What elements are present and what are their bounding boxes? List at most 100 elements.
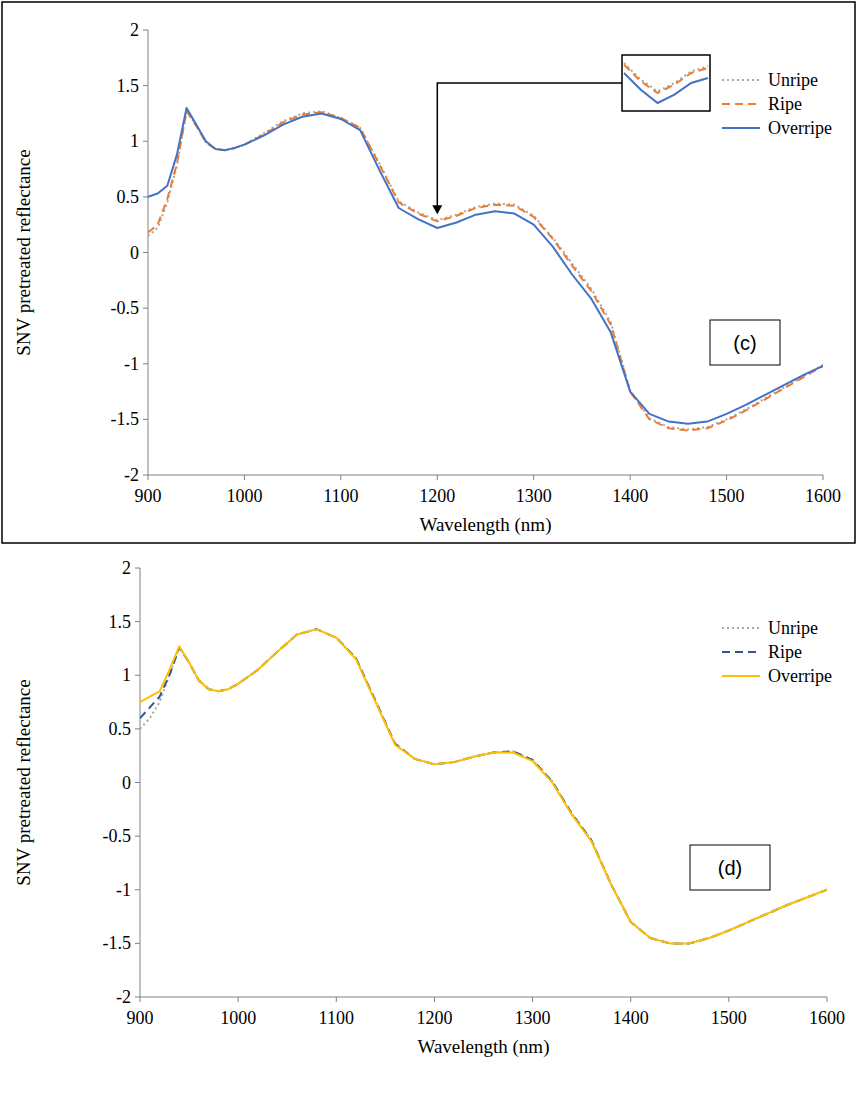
y-tick-label: 2 bbox=[122, 558, 131, 578]
x-tick bbox=[336, 997, 337, 1002]
y-tick bbox=[143, 252, 148, 253]
y-tick bbox=[143, 363, 148, 364]
legend-label: Overripe bbox=[768, 666, 832, 686]
x-tick-label: 1500 bbox=[711, 1008, 747, 1028]
x-tick-label: 1200 bbox=[419, 486, 455, 506]
x-tick-label: 900 bbox=[127, 1008, 154, 1028]
panel-border bbox=[2, 2, 855, 543]
legend-swatch bbox=[722, 103, 760, 105]
y-tick-label: 1.5 bbox=[109, 612, 132, 632]
y-tick-label: 1 bbox=[130, 131, 139, 151]
chart-panel: -2 -1.5 -1 -0.5 0 0.5 1 1.5 2 900 1000 1100 1200 1300… bbox=[13, 558, 845, 1058]
x-tick-label: 1100 bbox=[319, 1008, 354, 1028]
figure: -2 -1.5 -1 -0.5 0 0.5 1 1.5 2 900 1000 1100 1200 1300… bbox=[0, 0, 859, 1102]
y-tick bbox=[135, 621, 140, 622]
y-tick bbox=[135, 889, 140, 890]
y-tick-label: -1 bbox=[124, 354, 139, 374]
series-line bbox=[140, 629, 827, 943]
y-tick-label: 0 bbox=[130, 243, 139, 263]
x-tick-label: 1000 bbox=[226, 486, 262, 506]
x-tick bbox=[726, 475, 727, 480]
y-tick bbox=[143, 308, 148, 309]
x-axis-line bbox=[140, 997, 827, 998]
x-tick bbox=[630, 475, 631, 480]
series-line bbox=[140, 629, 827, 943]
legend-label: Unripe bbox=[768, 70, 818, 90]
x-tick bbox=[437, 475, 438, 480]
y-tick bbox=[143, 475, 148, 476]
x-tick-label: 1100 bbox=[323, 486, 358, 506]
x-tick bbox=[532, 997, 533, 1002]
x-tick bbox=[340, 475, 341, 480]
x-tick bbox=[630, 997, 631, 1002]
y-tick bbox=[143, 419, 148, 420]
x-tick-label: 1500 bbox=[709, 486, 745, 506]
y-tick-label: -2 bbox=[124, 465, 139, 485]
series-line bbox=[148, 111, 823, 430]
x-axis-title: Wavelength (nm) bbox=[420, 514, 552, 536]
y-axis-title: SNV pretreated reflectance bbox=[13, 149, 34, 355]
y-tick bbox=[135, 675, 140, 676]
x-tick bbox=[827, 997, 828, 1002]
legend-label: Unripe bbox=[768, 618, 818, 638]
legend-swatch bbox=[722, 651, 760, 653]
y-tick bbox=[143, 196, 148, 197]
x-axis-title: Wavelength (nm) bbox=[418, 1036, 550, 1058]
x-tick-label: 1400 bbox=[613, 1008, 649, 1028]
x-tick bbox=[728, 997, 729, 1002]
x-tick bbox=[823, 475, 824, 480]
legend-swatch bbox=[722, 627, 760, 629]
y-tick bbox=[135, 997, 140, 998]
legend-swatch bbox=[722, 79, 760, 81]
x-tick bbox=[140, 997, 141, 1002]
x-tick-label: 1300 bbox=[516, 486, 552, 506]
x-tick-label: 1200 bbox=[416, 1008, 452, 1028]
x-tick bbox=[238, 997, 239, 1002]
inset-arrow bbox=[437, 83, 622, 206]
panel-label: (d) bbox=[718, 857, 742, 879]
y-tick-label: 0 bbox=[122, 773, 131, 793]
series-line bbox=[140, 629, 827, 943]
y-tick bbox=[135, 943, 140, 944]
series-line bbox=[148, 110, 823, 429]
x-tick bbox=[533, 475, 534, 480]
y-tick bbox=[143, 85, 148, 86]
x-tick bbox=[244, 475, 245, 480]
annotation-box bbox=[690, 845, 770, 890]
x-tick-label: 1600 bbox=[805, 486, 841, 506]
y-tick-label: -0.5 bbox=[111, 298, 140, 318]
inset-box bbox=[622, 55, 710, 111]
x-tick-label: 1600 bbox=[809, 1008, 845, 1028]
x-tick bbox=[148, 475, 149, 480]
y-tick-label: -2 bbox=[116, 987, 131, 1007]
y-tick-label: 1 bbox=[122, 665, 131, 685]
legend-swatch bbox=[722, 127, 760, 129]
legend-label: Overripe bbox=[768, 118, 832, 138]
y-tick-label: -0.5 bbox=[103, 826, 132, 846]
chart-panel: -2 -1.5 -1 -0.5 0 0.5 1 1.5 2 900 1000 1100 1200 1300… bbox=[2, 2, 855, 543]
x-axis-line bbox=[148, 475, 823, 476]
x-tick-label: 1400 bbox=[612, 486, 648, 506]
y-tick bbox=[135, 568, 140, 569]
y-tick-label: 0.5 bbox=[117, 187, 140, 207]
y-tick-label: -1.5 bbox=[111, 409, 140, 429]
y-tick bbox=[135, 782, 140, 783]
y-tick-label: 2 bbox=[130, 20, 139, 40]
y-tick-label: -1.5 bbox=[103, 933, 132, 953]
y-tick bbox=[135, 836, 140, 837]
x-tick-label: 1300 bbox=[515, 1008, 551, 1028]
x-tick-label: 1000 bbox=[220, 1008, 256, 1028]
y-tick-label: -1 bbox=[116, 880, 131, 900]
legend-label: Ripe bbox=[768, 94, 802, 114]
series-line bbox=[148, 108, 823, 424]
x-tick-label: 900 bbox=[135, 486, 162, 506]
y-tick bbox=[143, 30, 148, 31]
y-tick-label: 0.5 bbox=[109, 719, 132, 739]
y-tick-label: 1.5 bbox=[117, 76, 140, 96]
y-tick bbox=[135, 728, 140, 729]
y-tick bbox=[143, 141, 148, 142]
inset-line bbox=[624, 73, 708, 103]
legend-label: Ripe bbox=[768, 642, 802, 662]
panel-label: (c) bbox=[733, 332, 756, 354]
plot-area bbox=[140, 629, 827, 943]
